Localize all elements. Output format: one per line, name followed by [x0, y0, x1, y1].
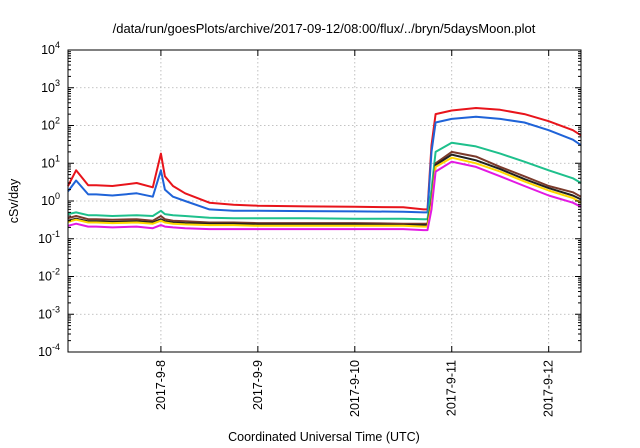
y-tick-label: 104	[41, 40, 60, 57]
series-line-5	[67, 153, 582, 227]
series-line-4	[67, 150, 582, 225]
y-tick-label: 10-1	[38, 229, 60, 246]
y-tick-label: 102	[41, 116, 60, 133]
ticks: 10-4 10-3 10-2 10-1 100 101 102 103 104 2017-9-8 2…	[38, 40, 581, 417]
x-tick-label: 2017-9-12	[542, 360, 556, 417]
y-tick-label: 100	[41, 191, 60, 208]
y-tick-label: 101	[41, 153, 60, 170]
x-axis-title: Coordinated Universal Time (UTC)	[228, 430, 420, 444]
grid	[68, 49, 581, 353]
series-line-7	[67, 160, 582, 232]
y-tick-label: 10-4	[38, 342, 60, 359]
x-tick-label: 2017-9-11	[445, 360, 459, 416]
series-line-2	[67, 115, 582, 214]
y-axis-title: cSv/day	[7, 178, 21, 223]
y-tick-label: 103	[41, 78, 60, 95]
series-layer	[67, 107, 582, 232]
y-axis-title-group: cSv/day	[7, 178, 21, 223]
series-line-1	[67, 107, 582, 211]
x-tick-label: 2017-9-8	[154, 360, 168, 410]
x-tick-label: 2017-9-9	[251, 360, 265, 410]
chart-title: /data/run/goesPlots/archive/2017-09-12/0…	[113, 21, 536, 36]
series-line-6	[67, 156, 582, 228]
y-tick-label: 10-3	[38, 304, 60, 321]
series-line-3	[67, 141, 582, 221]
y-tick-label: 10-2	[38, 267, 60, 284]
x-tick-label: 2017-9-10	[348, 360, 362, 417]
